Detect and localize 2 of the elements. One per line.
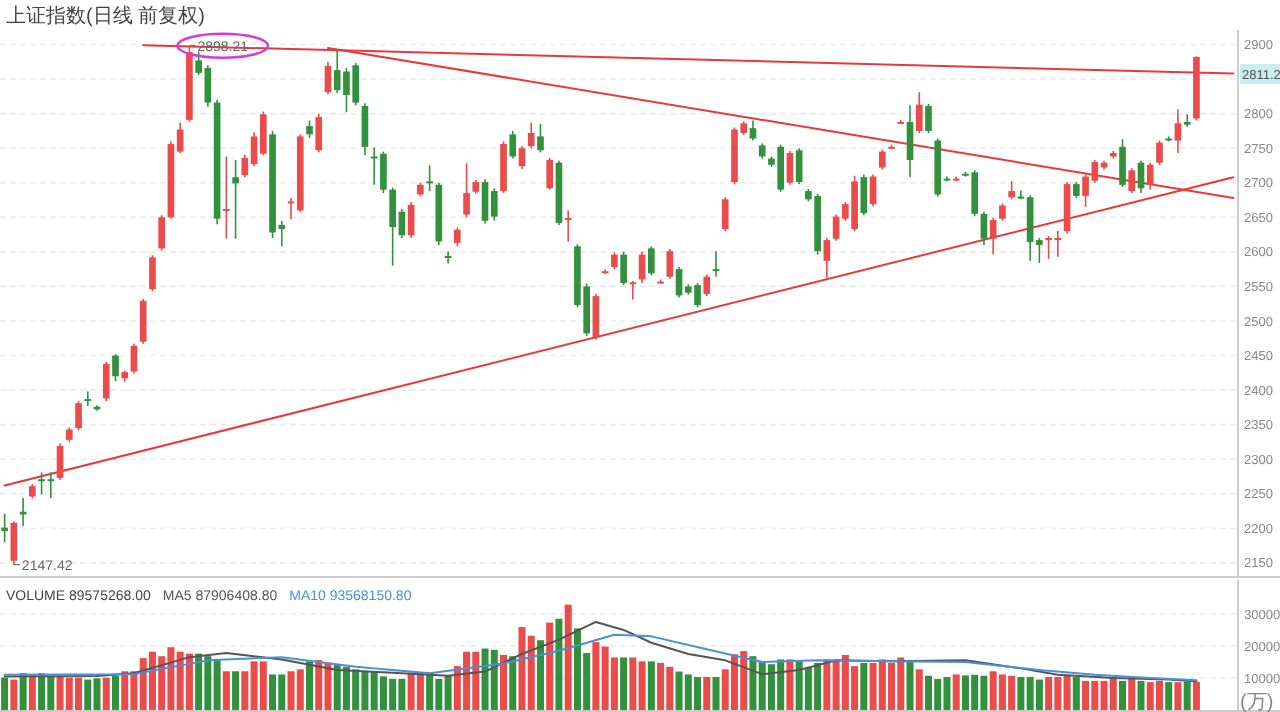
y-axis-title: (万) xyxy=(1240,692,1274,712)
chart-title: 上证指数(日线 前复权) xyxy=(6,4,205,28)
